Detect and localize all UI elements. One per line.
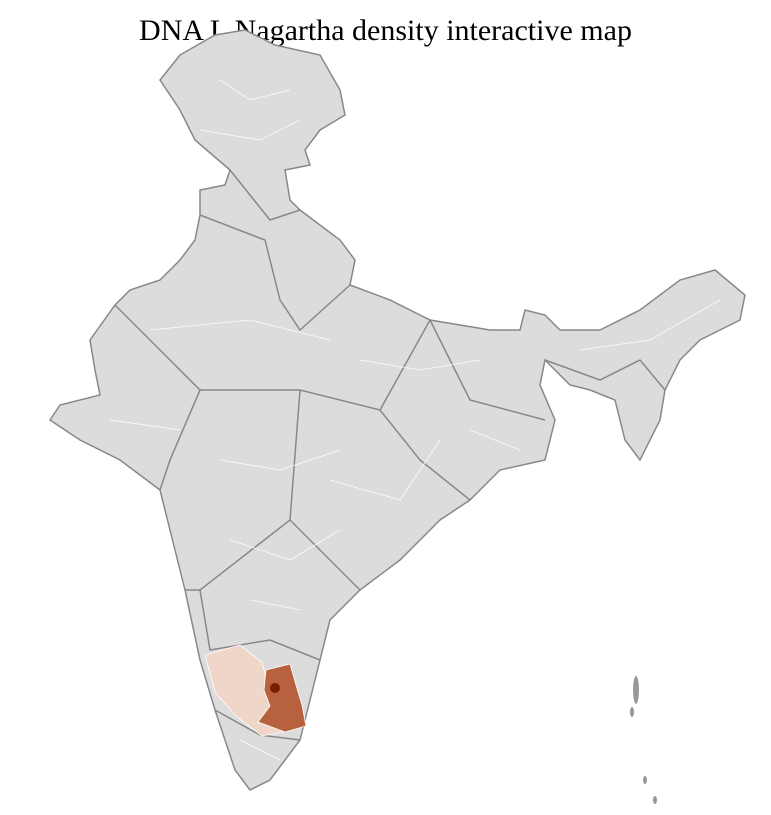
district-borders [109, 79, 721, 761]
andaman-nicobar-islands [630, 676, 657, 804]
region-density-high[interactable] [270, 683, 280, 693]
region-density-mid[interactable] [257, 663, 307, 733]
state-borders [114, 169, 666, 741]
india-landmass [48, 29, 746, 791]
